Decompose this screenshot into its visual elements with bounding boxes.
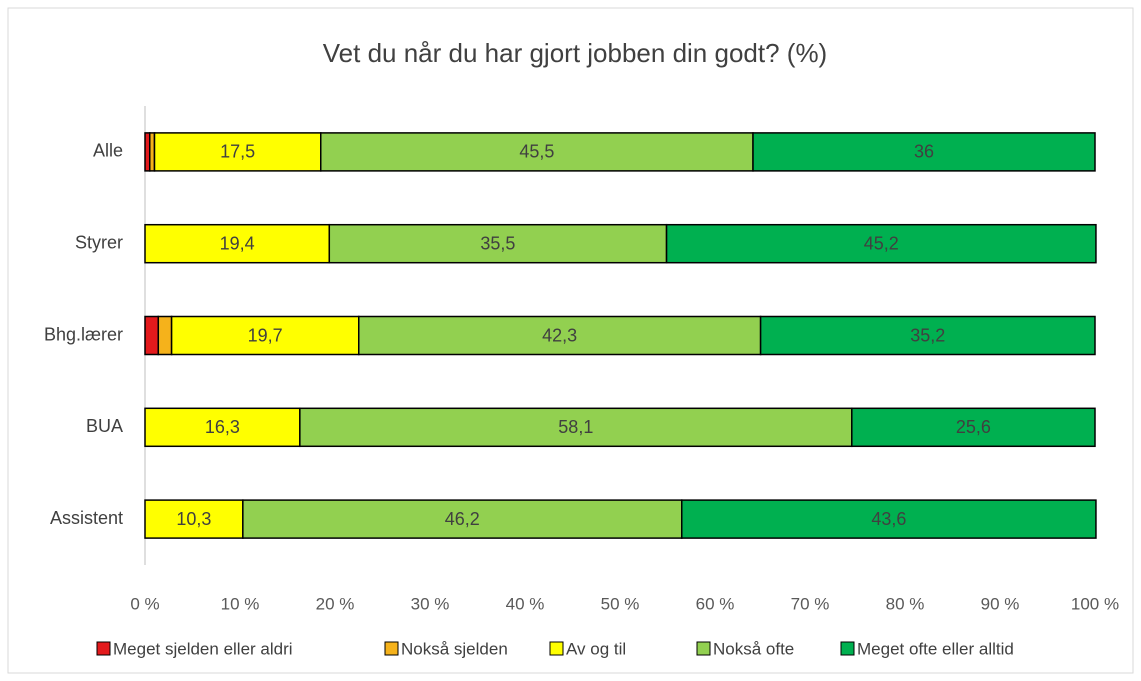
- bar-segment: [759, 315, 1096, 356]
- value-label: 42,3: [542, 325, 577, 345]
- x-tick-label: 60 %: [696, 594, 735, 613]
- value-label: 25,6: [956, 417, 991, 437]
- y-tick-label: Bhg.lærer: [44, 324, 123, 344]
- bar-segment: [358, 315, 762, 356]
- bar-segment: [144, 223, 331, 264]
- x-tick-label: 40 %: [506, 594, 545, 613]
- chart-title: Vet du når du har gjort jobben din godt?…: [323, 38, 827, 68]
- x-tick-label: 90 %: [981, 594, 1020, 613]
- bar-segment: [153, 132, 322, 172]
- legend-label: Av og til: [566, 639, 626, 658]
- x-tick-label: 10 %: [221, 594, 260, 613]
- value-label: 19,4: [220, 233, 255, 253]
- value-label: 35,5: [480, 233, 515, 253]
- value-label: 45,5: [519, 142, 554, 162]
- x-tick-label: 100 %: [1071, 594, 1119, 613]
- value-label: 43,6: [871, 509, 906, 529]
- y-tick-label: Assistent: [50, 508, 123, 528]
- legend-label: Nokså sjelden: [401, 639, 508, 658]
- x-tick-label: 30 %: [411, 594, 450, 613]
- value-label: 35,2: [910, 325, 945, 345]
- x-tick-label: 20 %: [316, 594, 355, 613]
- y-tick-label: Alle: [93, 141, 123, 161]
- y-tick-label: Styrer: [75, 232, 123, 252]
- legend-swatch: [840, 641, 855, 656]
- value-label: 45,2: [864, 233, 899, 253]
- x-tick-label: 70 %: [791, 594, 830, 613]
- bar-segment: [851, 407, 1096, 448]
- bar-segment: [242, 499, 683, 539]
- value-label: 36: [914, 142, 934, 162]
- bar-segment: [144, 315, 160, 356]
- x-tick-label: 50 %: [601, 594, 640, 613]
- x-tick-label: 80 %: [886, 594, 925, 613]
- bar-segment: [157, 315, 173, 356]
- legend-label: Meget ofte eller alltid: [857, 639, 1014, 658]
- bar-segment: [752, 132, 1096, 172]
- bar-segment: [144, 407, 301, 448]
- bar-segment: [328, 223, 668, 264]
- bar-segment: [681, 499, 1097, 539]
- value-label: 19,7: [248, 325, 283, 345]
- bar-segment: [170, 315, 360, 356]
- legend-swatch: [549, 641, 564, 656]
- y-tick-label: BUA: [86, 416, 123, 436]
- legend-label: Meget sjelden eller aldri: [113, 639, 293, 658]
- value-label: 16,3: [205, 417, 240, 437]
- value-label: 17,5: [220, 142, 255, 162]
- bar-segment: [665, 223, 1097, 264]
- value-label: 46,2: [445, 509, 480, 529]
- legend-swatch: [696, 641, 711, 656]
- bar-segment: [299, 407, 853, 448]
- legend-label: Nokså ofte: [713, 639, 794, 658]
- legend-swatch: [96, 641, 111, 656]
- value-label: 10,3: [176, 509, 211, 529]
- value-label: 58,1: [558, 417, 593, 437]
- x-tick-label: 0 %: [130, 594, 159, 613]
- legend-swatch: [384, 641, 399, 656]
